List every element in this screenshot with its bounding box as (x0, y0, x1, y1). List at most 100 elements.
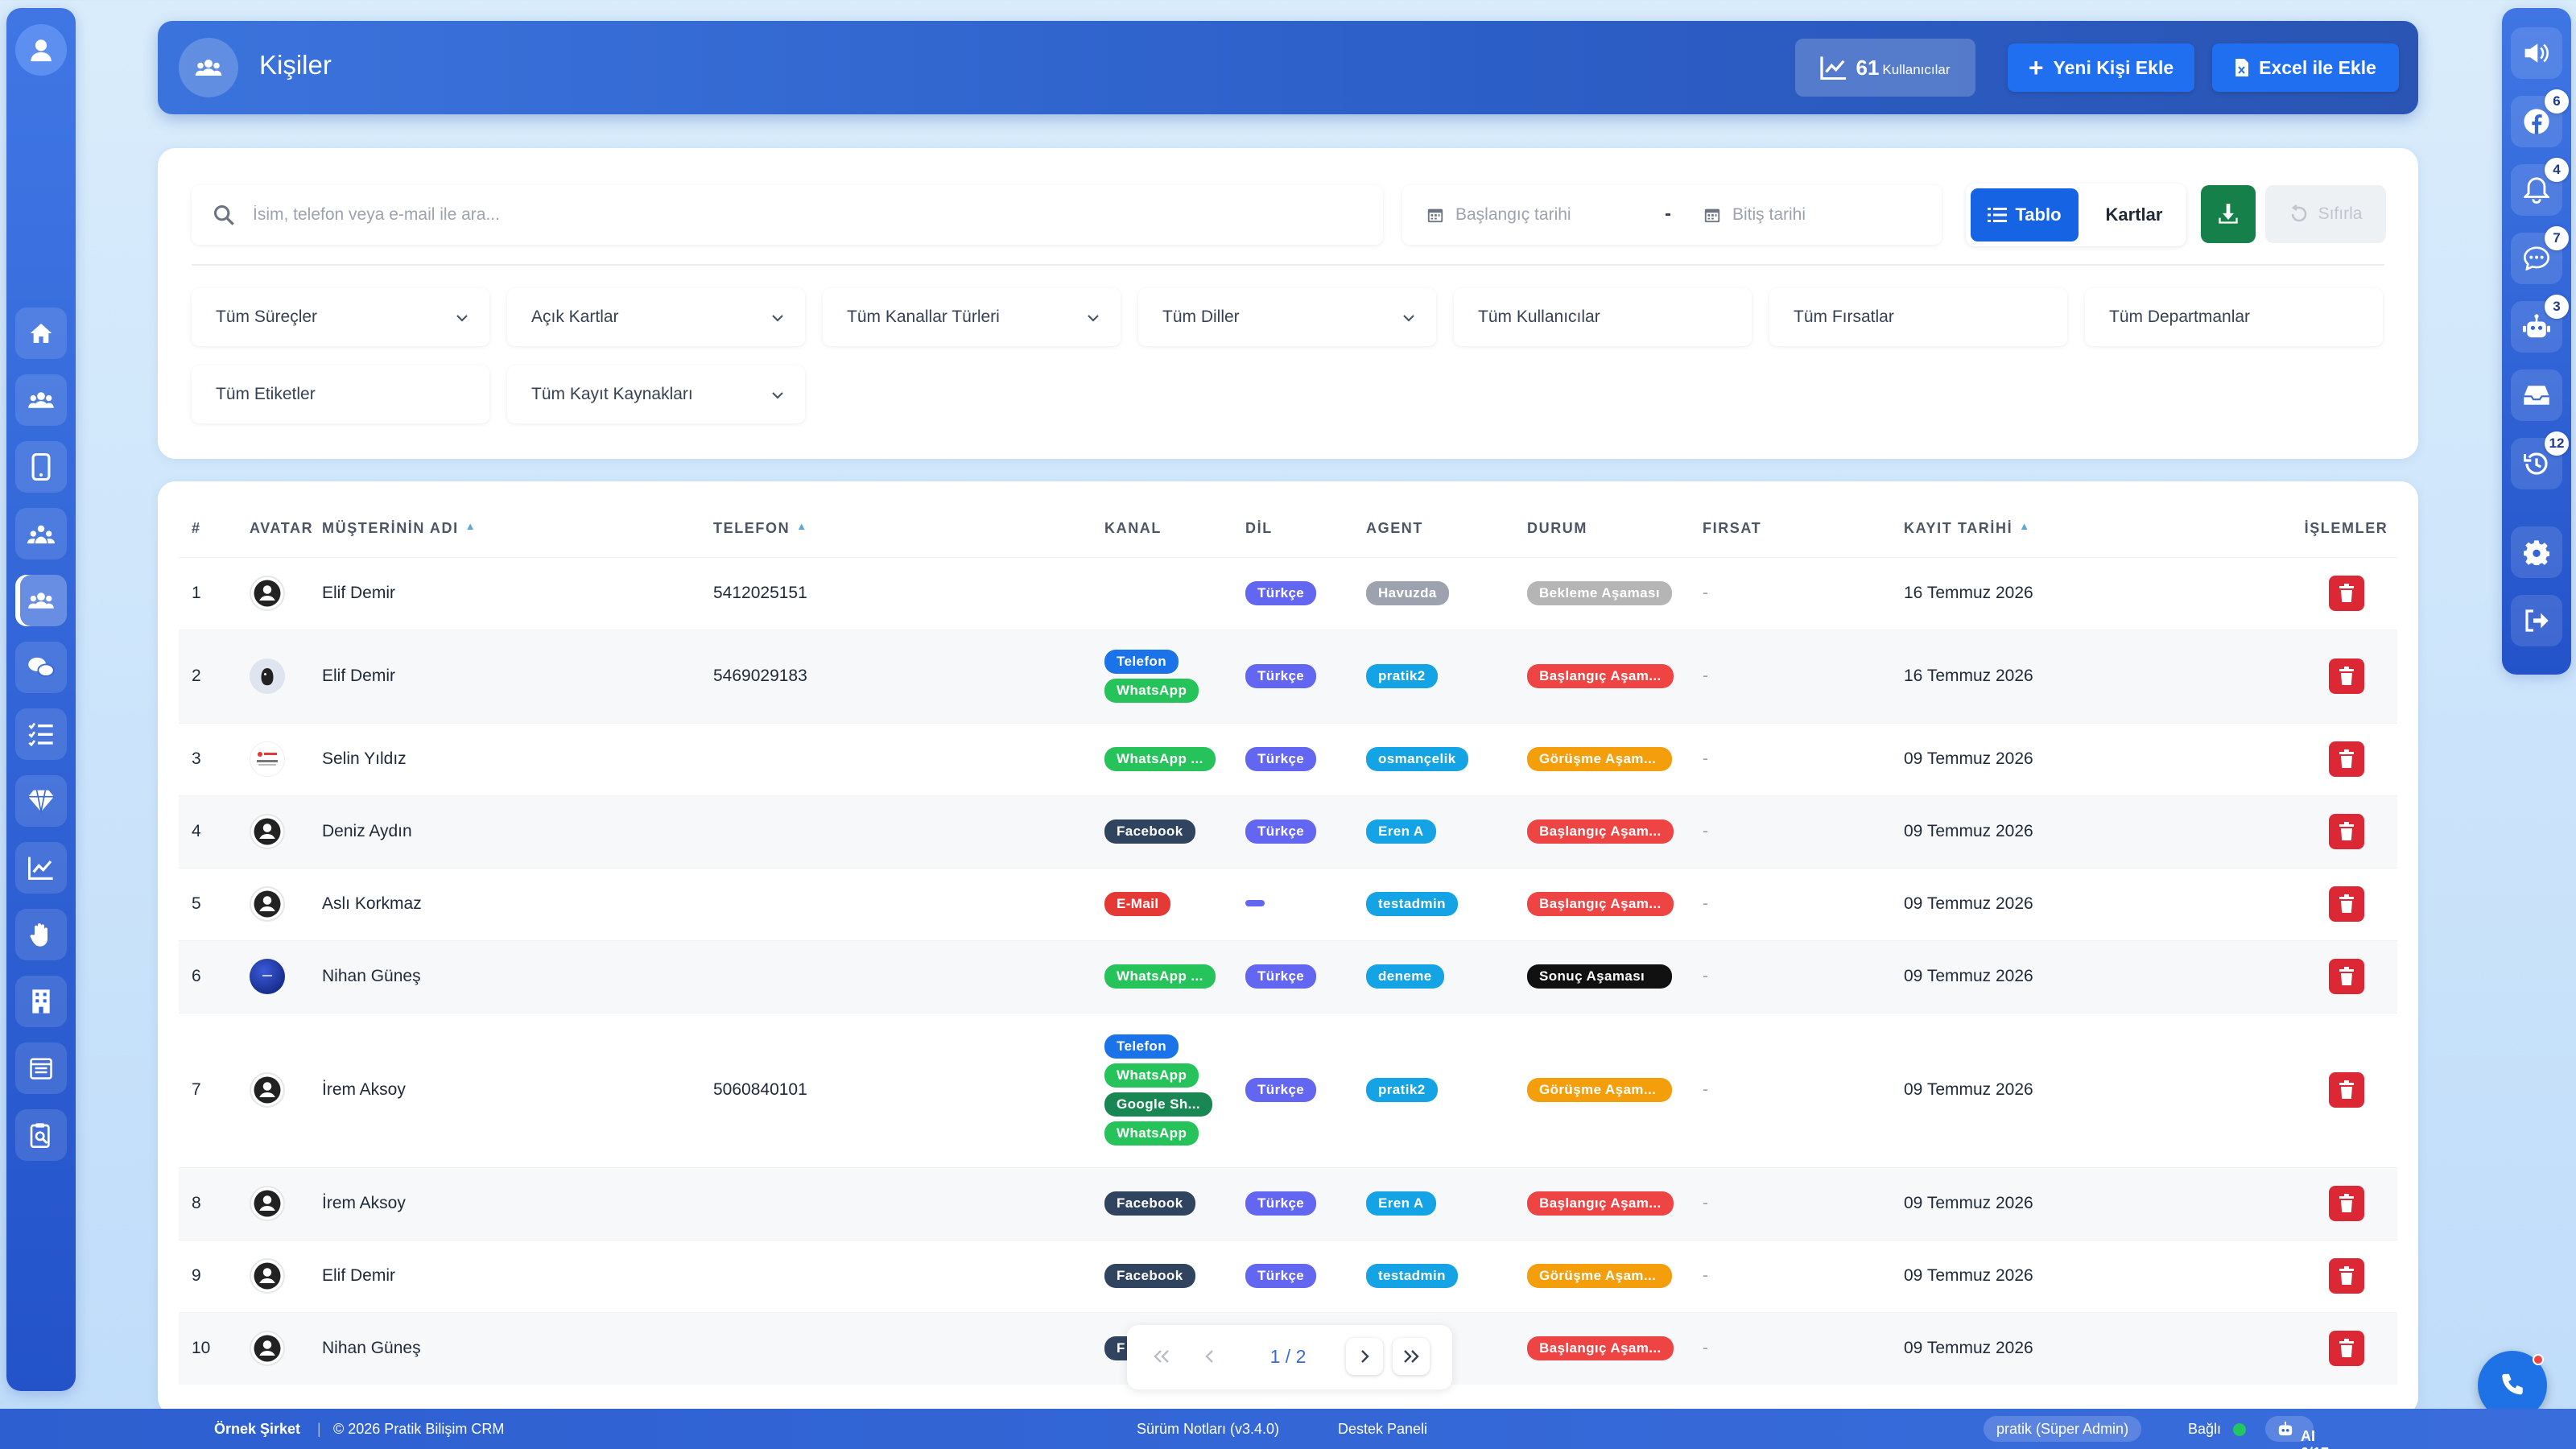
add-contact-button[interactable]: + Yeni Kişi Ekle (2008, 43, 2194, 92)
logout-button[interactable] (2511, 595, 2562, 646)
delete-button[interactable] (2328, 658, 2364, 694)
channel-badge: WhatsApp (1104, 679, 1199, 703)
customer-name[interactable]: Deniz Aydın (322, 795, 713, 868)
delete-button[interactable] (2328, 741, 2364, 777)
customer-name[interactable]: İrem Aksoy (322, 1166, 713, 1240)
pagination: 1 / 2 (1127, 1325, 1452, 1389)
table-row[interactable]: 3 Selin Yıldız WhatsApp ... Türkçe osmançeli… (179, 722, 2397, 795)
filter-select[interactable]: Tüm Kullanıcılar (1454, 288, 1752, 346)
opportunity-value: - (1703, 722, 1904, 795)
sort-arrow-icon[interactable]: ▲ (2019, 520, 2031, 533)
announcements-button[interactable] (2511, 27, 2562, 79)
inbox-button[interactable] (2511, 369, 2562, 421)
undo-icon (2291, 204, 2306, 222)
current-user-badge[interactable]: pratik (Süper Admin) (1984, 1416, 2142, 1442)
profile-avatar[interactable] (15, 24, 67, 76)
nav-teams[interactable] (15, 508, 67, 559)
nav-calendar[interactable] (15, 1042, 67, 1094)
table-row[interactable]: 7 İrem Aksoy 5060840101 Telefon WhatsApp Goog… (179, 1012, 2397, 1167)
release-notes-link[interactable]: Sürüm Notları (v3.4.0) (1137, 1421, 1280, 1437)
delete-button[interactable] (2328, 814, 2364, 849)
delete-button[interactable] (2328, 886, 2364, 922)
customer-name[interactable]: Elif Demir (322, 556, 713, 630)
sort-arrow-icon[interactable]: ▲ (464, 520, 477, 533)
ai-quota-badge[interactable]: AI 0/17 (2265, 1416, 2329, 1449)
call-button[interactable] (2478, 1351, 2547, 1420)
search-input[interactable] (253, 205, 1299, 225)
filter-select[interactable]: Tüm Etiketler (192, 365, 489, 423)
page-title: Kişiler (259, 50, 332, 80)
nav-opportunities[interactable] (15, 775, 67, 827)
table-row[interactable]: 9 Elif Demir Facebook Türkçe testadmin Görüşm… (179, 1239, 2397, 1312)
column-header: AVATAR (250, 501, 322, 557)
footer-copyright: © 2026 Pratik Bilişim CRM (333, 1421, 505, 1437)
avatar-cell (250, 867, 322, 940)
delete-button[interactable] (2328, 1072, 2364, 1108)
prev-page-button[interactable] (1191, 1338, 1228, 1375)
nav-groups[interactable] (15, 374, 67, 426)
facebook-button[interactable]: 6 (2511, 89, 2569, 147)
start-date-field[interactable]: Başlangıç tarihi (1426, 185, 1571, 245)
customer-name[interactable]: İrem Aksoy (322, 1012, 713, 1167)
nav-home[interactable] (15, 308, 67, 359)
delete-button[interactable] (2328, 1186, 2364, 1221)
nav-hand[interactable] (15, 909, 67, 960)
delete-button[interactable] (2328, 1258, 2364, 1294)
table-row[interactable]: 5 Aslı Korkmaz E-Mail testadmin Başlangıç Aş… (179, 867, 2397, 940)
search-box[interactable] (192, 185, 1383, 245)
messages-button[interactable]: 7 (2511, 226, 2569, 284)
delete-button[interactable] (2328, 959, 2364, 994)
table-row[interactable]: 1 Elif Demir 5412025151 Türkçe Havuzda Beklem… (179, 556, 2397, 630)
support-panel-link[interactable]: Destek Paneli (1338, 1421, 1428, 1437)
last-page-button[interactable] (1393, 1338, 1430, 1375)
view-cards-button[interactable]: Kartlar (2087, 188, 2182, 242)
nav-audit[interactable] (15, 1109, 67, 1161)
view-table-button[interactable]: Tablo (1971, 188, 2079, 242)
filter-select[interactable]: Tüm Süreçler (192, 288, 489, 346)
filter-select[interactable]: Tüm Diller (1138, 288, 1436, 346)
opportunity-value: - (1703, 939, 1904, 1013)
table-row[interactable]: 2 Elif Demir 5469029183 Telefon WhatsApp Türk… (179, 629, 2397, 723)
nav-company[interactable] (15, 976, 67, 1027)
filter-select[interactable]: Tüm Kayıt Kaynakları (507, 365, 805, 423)
history-button[interactable]: 12 (2511, 431, 2569, 489)
column-header[interactable]: TELEFON ▲ (713, 501, 1104, 557)
filter-select[interactable]: Tüm Departmanlar (2085, 288, 2383, 346)
customer-name[interactable]: Aslı Korkmaz (322, 867, 713, 940)
reset-button[interactable]: Sıfırla (2265, 185, 2386, 243)
delete-button[interactable] (2328, 1331, 2364, 1367)
customer-name[interactable]: Selin Yıldız (322, 722, 713, 795)
customer-name[interactable]: Elif Demir (322, 1239, 713, 1312)
filter-select[interactable]: Tüm Kanallar Türleri (823, 288, 1121, 346)
customer-name[interactable]: Elif Demir (322, 629, 713, 723)
filter-select[interactable]: Tüm Fırsatlar (1769, 288, 2067, 346)
nav-contacts[interactable] (15, 575, 67, 626)
file-excel-icon (2235, 59, 2249, 76)
customer-name[interactable]: Nihan Güneş (322, 939, 713, 1013)
notifications-button[interactable]: 4 (2511, 158, 2569, 216)
column-header-label: AVATAR (250, 520, 314, 537)
nav-chat[interactable] (15, 642, 67, 693)
column-header[interactable]: KAYIT TARİHİ ▲ (1904, 501, 2295, 557)
end-date-field[interactable]: Bitiş tarihi (1703, 185, 1806, 245)
download-button[interactable] (2201, 185, 2256, 243)
delete-button[interactable] (2328, 576, 2364, 611)
next-page-button[interactable] (1346, 1338, 1383, 1375)
table-row[interactable]: 8 İrem Aksoy Facebook Türkçe Eren A Başlangıç… (179, 1166, 2397, 1240)
filter-select[interactable]: Açık Kartlar (507, 288, 805, 346)
nav-tasks[interactable] (15, 708, 67, 760)
excel-import-button[interactable]: Excel ile Ekle (2212, 43, 2399, 92)
table-row[interactable]: 6 Nihan Güneş WhatsApp ... Türkçe deneme Sonu… (179, 939, 2397, 1013)
settings-button[interactable] (2511, 526, 2562, 578)
agent-badge: osmançelik (1366, 747, 1468, 771)
column-header[interactable]: MÜŞTERİNİN ADI ▲ (322, 501, 713, 557)
phone-number: 5469029183 (713, 629, 1104, 723)
nav-reports[interactable] (15, 842, 67, 894)
first-page-button[interactable] (1143, 1338, 1180, 1375)
customer-name[interactable]: Nihan Güneş (322, 1311, 713, 1385)
sort-arrow-icon[interactable]: ▲ (796, 520, 808, 533)
nav-mobile[interactable] (15, 441, 67, 493)
table-row[interactable]: 4 Deniz Aydın Facebook Türkçe Eren A Başlangı… (179, 795, 2397, 868)
bot-button[interactable]: 3 (2511, 295, 2569, 353)
phone-icon (2502, 1373, 2523, 1395)
